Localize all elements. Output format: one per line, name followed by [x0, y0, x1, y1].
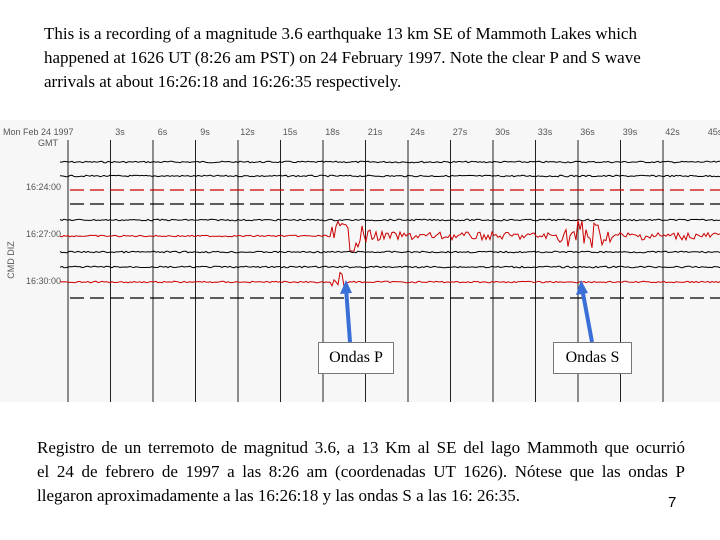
- header-line: arrivals at about 16:26:18 and 16:26:35 …: [44, 72, 402, 91]
- label-box: Ondas S: [553, 342, 632, 374]
- arrow-p: [344, 287, 352, 343]
- trace: [59, 250, 720, 254]
- arrow-head: [576, 280, 588, 295]
- second-label: 18s: [325, 127, 340, 137]
- station-label: CMD DIZ: [6, 241, 16, 279]
- arrow-head: [340, 280, 352, 294]
- trace: [59, 219, 720, 252]
- second-label: 42s: [665, 127, 680, 137]
- traces: [59, 160, 720, 299]
- second-label: 24s: [410, 127, 425, 137]
- date-label: Mon Feb 24 1997: [3, 127, 74, 137]
- second-label: 36s: [580, 127, 595, 137]
- second-label: 45s: [708, 127, 720, 137]
- caption-line: llegaron aproximadamente a las 16:26:18 …: [37, 486, 520, 505]
- timezone-label: GMT: [38, 138, 58, 148]
- arrow-s: [580, 287, 594, 343]
- page-number: 7: [668, 494, 677, 511]
- caption-line: el 24 de febrero de 1997 a las 8:26 am (…: [37, 462, 685, 481]
- label-box: Ondas P: [318, 342, 394, 374]
- trace: [59, 271, 720, 288]
- second-label: 12s: [240, 127, 255, 137]
- header-line: happened at 1626 UT (8:26 am PST) on 24 …: [44, 48, 641, 67]
- caption: Registro de un terremoto de magnitud 3.6…: [37, 436, 685, 508]
- header: This is a recording of a magnitude 3.6 e…: [44, 22, 641, 94]
- trace: [59, 265, 720, 269]
- trace: [59, 160, 720, 164]
- second-label: 27s: [453, 127, 468, 137]
- time-label: 16:30:00: [26, 276, 61, 286]
- trace: [59, 218, 720, 222]
- second-label: 15s: [283, 127, 298, 137]
- header-line: This is a recording of a magnitude 3.6 e…: [44, 24, 637, 43]
- second-label: 39s: [623, 127, 638, 137]
- second-label: 30s: [495, 127, 510, 137]
- second-label: 3s: [115, 127, 125, 137]
- second-label: 9s: [200, 127, 210, 137]
- second-label: 21s: [368, 127, 383, 137]
- time-label: 16:24:00: [26, 182, 61, 192]
- second-label: 6s: [158, 127, 168, 137]
- trace: [59, 174, 720, 178]
- second-label: 33s: [538, 127, 553, 137]
- caption-line: Registro de un terremoto de magnitud 3.6…: [37, 438, 685, 457]
- time-label: 16:27:00: [26, 229, 61, 239]
